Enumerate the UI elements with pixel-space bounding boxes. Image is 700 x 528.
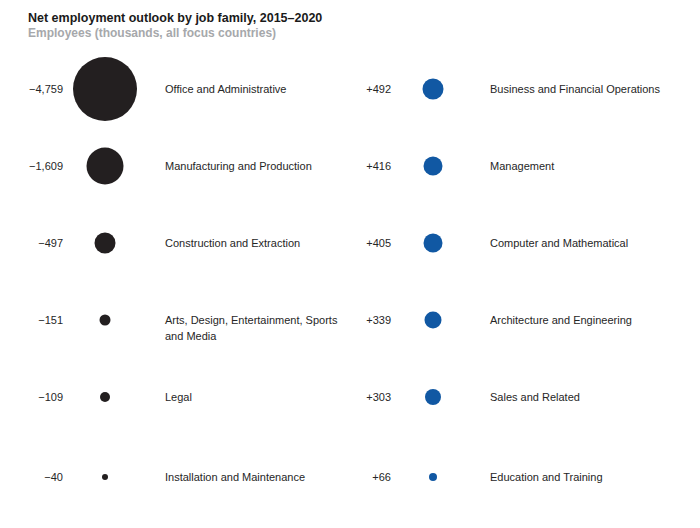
chart-row: −40 Installation and Maintenance +66 Edu… <box>0 442 700 512</box>
negative-bubble <box>95 233 116 254</box>
chart-title: Net employment outlook by job family, 20… <box>28 11 322 25</box>
category-label: Management <box>490 158 660 174</box>
category-label: Architecture and Engineering <box>490 312 660 328</box>
chart-row: −1,609 Manufacturing and Production +416… <box>0 131 700 201</box>
chart-subtitle: Employees (thousands, all focus countrie… <box>28 26 276 40</box>
value-label-positive: +303 <box>340 389 391 405</box>
category-label: Office and Administrative <box>165 81 340 97</box>
category-label: Manufacturing and Production <box>165 158 340 174</box>
category-label: Legal <box>165 389 340 405</box>
positive-bubble <box>425 389 441 405</box>
category-label: Arts, Design, Entertainment, Sports and … <box>165 312 340 344</box>
value-label-negative: −109 <box>20 389 63 405</box>
chart-row: −109 Legal +303 Sales and Related <box>0 362 700 432</box>
positive-bubble <box>425 312 442 329</box>
value-label-negative: −1,609 <box>20 158 63 174</box>
negative-bubble <box>87 148 124 185</box>
category-label: Installation and Maintenance <box>165 469 340 485</box>
value-label-positive: +339 <box>340 312 391 328</box>
positive-bubble <box>424 157 443 176</box>
category-label: Computer and Mathematical <box>490 235 660 251</box>
bubble-chart: Net employment outlook by job family, 20… <box>0 0 700 528</box>
value-label-negative: −40 <box>20 469 63 485</box>
value-label-positive: +405 <box>340 235 391 251</box>
value-label-positive: +416 <box>340 158 391 174</box>
value-label-negative: −151 <box>20 312 63 328</box>
negative-bubble <box>100 315 111 326</box>
value-label-negative: −497 <box>20 235 63 251</box>
chart-row: −4,759 Office and Administrative +492 Bu… <box>0 54 700 124</box>
negative-bubble <box>100 392 110 402</box>
chart-row: −151 Arts, Design, Entertainment, Sports… <box>0 285 700 355</box>
category-label: Education and Training <box>490 469 660 485</box>
positive-bubble <box>424 234 443 253</box>
negative-bubble <box>73 57 137 121</box>
value-label-positive: +492 <box>340 81 391 97</box>
value-label-negative: −4,759 <box>20 81 63 97</box>
chart-row: −497 Construction and Extraction +405 Co… <box>0 208 700 278</box>
value-label-positive: +66 <box>340 469 391 485</box>
category-label: Sales and Related <box>490 389 660 405</box>
negative-bubble <box>102 474 108 480</box>
category-label: Business and Financial Operations <box>490 81 660 97</box>
positive-bubble <box>429 473 437 481</box>
category-label: Construction and Extraction <box>165 235 340 251</box>
positive-bubble <box>423 79 444 100</box>
